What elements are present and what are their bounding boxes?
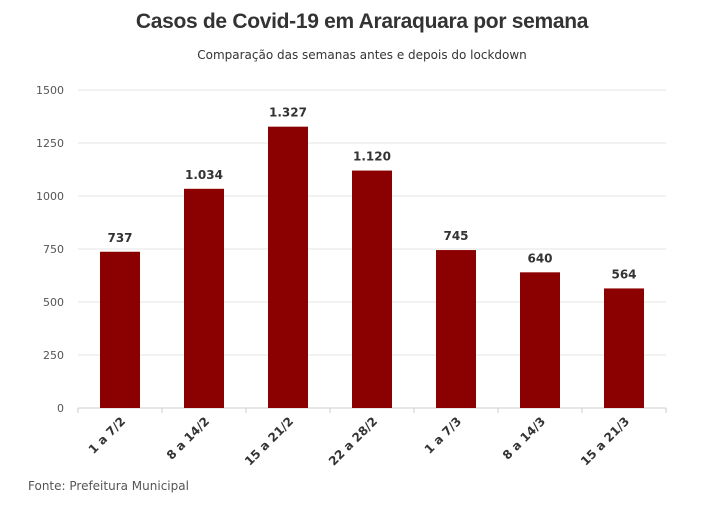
bar <box>520 272 560 408</box>
chart-title: Casos de Covid-19 em Araraquara por sema… <box>135 10 589 33</box>
chart-subtitle: Comparação das semanas antes e depois do… <box>197 48 527 62</box>
y-tick-label: 500 <box>43 296 64 309</box>
bar-value-label: 564 <box>611 267 636 281</box>
y-tick-label: 750 <box>43 243 64 256</box>
y-tick-label: 1500 <box>36 84 64 97</box>
grid-lines <box>78 89 666 409</box>
bar-value-label: 1.120 <box>353 150 391 164</box>
data-labels: 737 1.034 1.327 1.120 745 640 564 <box>107 106 636 282</box>
bar <box>268 126 308 409</box>
bar <box>100 251 140 408</box>
bar-value-label: 737 <box>107 231 132 245</box>
bar-value-label: 640 <box>527 251 552 265</box>
y-tick-label: 1250 <box>36 137 64 150</box>
bar-value-label: 1.327 <box>269 106 307 120</box>
x-tick-label: 15 a 21/2 <box>242 414 296 468</box>
x-tick-label: 8 a 14/3 <box>500 414 548 462</box>
bar <box>352 170 392 408</box>
bar <box>604 288 644 408</box>
y-axis-ticks: 0 250 500 750 1000 1250 1500 <box>36 84 64 415</box>
y-tick-label: 1000 <box>36 190 64 203</box>
x-tick-label: 15 a 21/3 <box>578 414 632 468</box>
bar <box>184 188 224 408</box>
x-tick-label: 8 a 14/2 <box>164 414 212 462</box>
bars <box>100 126 644 409</box>
bar-value-label: 1.034 <box>185 168 223 182</box>
x-tick-label: 1 a 7/2 <box>86 414 128 456</box>
x-tick-label: 22 a 28/2 <box>326 414 380 468</box>
x-tick-label: 1 a 7/3 <box>422 414 464 456</box>
bar <box>436 250 476 408</box>
y-tick-label: 250 <box>43 349 64 362</box>
y-tick-label: 0 <box>57 402 64 415</box>
bar-value-label: 745 <box>443 229 468 243</box>
x-axis-ticks: 1 a 7/2 8 a 14/2 15 a 21/2 22 a 28/2 1 a 7/3… <box>77 408 667 468</box>
source-note: Fonte: Prefeitura Municipal <box>28 479 189 493</box>
